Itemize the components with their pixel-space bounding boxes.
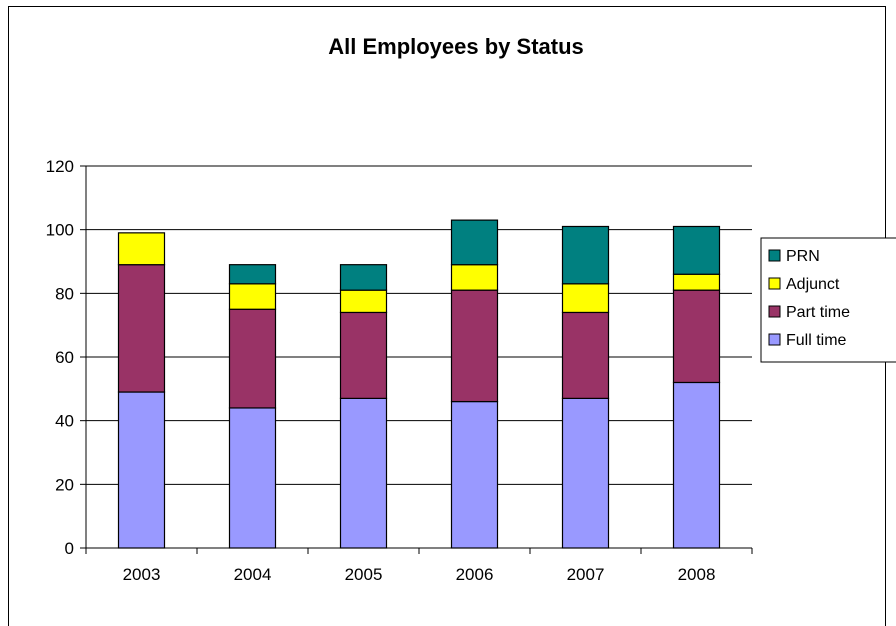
y-tick-label: 120: [46, 157, 74, 176]
legend-box: [760, 237, 896, 363]
bar-adjunct-2008: [672, 273, 721, 291]
y-tick-label: 80: [55, 284, 74, 303]
bar-adjunct-2005: [339, 289, 388, 314]
bar-adjunct-2004: [228, 283, 277, 310]
bar-part-time-2004: [228, 308, 277, 409]
y-tick-label: 20: [55, 475, 74, 494]
y-tick-label: 0: [65, 539, 74, 558]
bar-part-time-2007: [561, 311, 610, 399]
legend-label-full-time: Full time: [786, 332, 847, 349]
legend-swatch-part-time: [768, 305, 781, 318]
legend-label-prn: PRN: [786, 248, 820, 265]
legend-label-adjunct: Adjunct: [786, 276, 840, 293]
legend-swatch-full-time: [768, 333, 781, 346]
x-tick-label: 2006: [456, 565, 494, 584]
bar-part-time-2008: [672, 289, 721, 384]
y-tick-label: 40: [55, 412, 74, 431]
legend-label-part-time: Part time: [786, 304, 850, 321]
legend-swatch-prn: [768, 249, 781, 262]
y-tick-label: 60: [55, 348, 74, 367]
chart-title: All Employees by Status: [328, 34, 584, 59]
bar-full-time-2008: [672, 381, 721, 549]
bar-prn-2005: [339, 264, 388, 291]
bar-part-time-2003: [117, 264, 166, 393]
x-tick-label: 2005: [345, 565, 383, 584]
bar-part-time-2005: [339, 311, 388, 399]
bar-full-time-2003: [117, 391, 166, 549]
x-tick-label: 2007: [567, 565, 605, 584]
bar-full-time-2006: [450, 400, 499, 549]
bar-prn-2006: [450, 219, 499, 266]
x-tick-label: 2004: [234, 565, 272, 584]
legend: PRN Adjunct Part time Full time: [760, 237, 896, 363]
plot-area: 0 20 40 60 80 100 120 2003 2004 2005 2006 2007 2008: [46, 157, 753, 584]
x-tick-label: 2008: [678, 565, 716, 584]
bar-part-time-2006: [450, 289, 499, 403]
bar-adjunct-2007: [561, 283, 610, 314]
y-tick-label: 100: [46, 221, 74, 240]
x-tick-label: 2003: [123, 565, 161, 584]
bar-full-time-2004: [228, 407, 277, 549]
bar-full-time-2007: [561, 397, 610, 549]
bar-prn-2007: [561, 225, 610, 285]
bar-prn-2004: [228, 264, 277, 285]
bar-full-time-2005: [339, 397, 388, 549]
bar-adjunct-2006: [450, 264, 499, 291]
legend-swatch-adjunct: [768, 277, 781, 290]
bar-adjunct-2003: [117, 232, 166, 266]
bar-prn-2008: [672, 225, 721, 275]
